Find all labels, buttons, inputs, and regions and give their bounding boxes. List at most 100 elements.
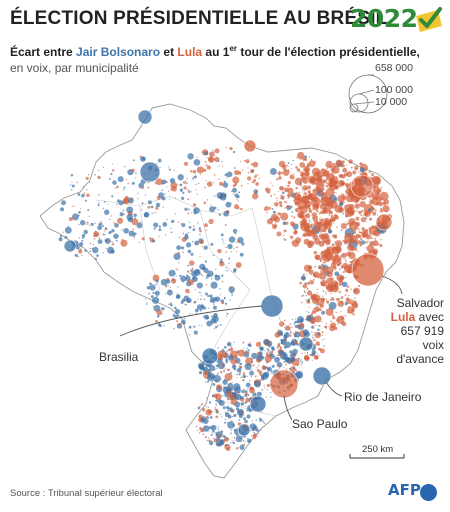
municipality-bubble (224, 302, 228, 305)
page-title: ÉLECTION PRÉSIDENTIELLE AU BRÉSIL (10, 8, 388, 29)
municipality-bubble (168, 289, 171, 292)
municipality-bubble (195, 183, 197, 186)
municipality-bubble (266, 389, 268, 391)
municipality-bubble (83, 192, 86, 194)
municipality-bubble (231, 190, 233, 193)
municipality-bubble (316, 210, 319, 213)
municipality-bubble (229, 299, 231, 301)
municipality-bubble (89, 250, 92, 253)
municipality-bubble (258, 370, 263, 374)
municipality-bubble (132, 159, 135, 162)
municipality-bubble (212, 410, 214, 413)
municipality-bubble (133, 235, 135, 238)
municipality-bubble (260, 429, 262, 431)
municipality-bubble (193, 330, 198, 335)
municipality-bubble (223, 210, 229, 217)
municipality-bubble (278, 190, 280, 192)
municipality-bubble (204, 409, 206, 411)
municipality-bubble (70, 184, 72, 186)
municipality-bubble (283, 237, 285, 240)
municipality-bubble (201, 416, 206, 421)
municipality-bubble (263, 206, 268, 211)
municipality-bubble (200, 298, 202, 300)
municipality-bubble (308, 222, 310, 224)
municipality-bubble (97, 169, 99, 172)
municipality-bubble (344, 201, 346, 203)
municipality-bubble (177, 221, 180, 223)
municipality-bubble (218, 165, 220, 167)
municipality-bubble (201, 324, 203, 327)
municipality-bubble (288, 361, 292, 364)
municipality-bubble (294, 320, 297, 324)
municipality-bubble (231, 416, 233, 418)
municipality-bubble (322, 192, 325, 194)
municipality-bubble (268, 349, 270, 352)
municipality-bubble (297, 364, 299, 366)
municipality-bubble (187, 231, 190, 234)
municipality-bubble (287, 184, 290, 188)
municipality-bubble (193, 159, 201, 166)
municipality-bubble (205, 277, 208, 280)
municipality-bubble (340, 230, 342, 232)
municipality-bubble (274, 332, 281, 338)
municipality-bubble (102, 233, 105, 236)
municipality-bubble (294, 340, 298, 345)
municipality-bubble (270, 396, 272, 398)
municipality-bubble (334, 252, 336, 254)
municipality-bubble (283, 187, 289, 193)
municipality-bubble (276, 231, 282, 237)
municipality-bubble (305, 183, 307, 185)
municipality-bubble (80, 208, 82, 210)
municipality-bubble (255, 182, 259, 186)
municipality-bubble (351, 264, 353, 266)
municipality-bubble (295, 186, 298, 190)
municipality-bubble (358, 210, 362, 215)
municipality-bubble (199, 405, 201, 407)
municipality-bubble (300, 358, 302, 361)
municipality-bubble (177, 184, 179, 186)
municipality-bubble (168, 303, 170, 306)
municipality-bubble (308, 224, 313, 229)
municipality-bubble (233, 204, 240, 210)
municipality-bubble (196, 282, 203, 289)
municipality-bubble (385, 207, 387, 209)
municipality-bubble (360, 238, 363, 241)
municipality-bubble (336, 319, 339, 322)
municipality-bubble (356, 164, 358, 167)
municipality-bubble (305, 230, 312, 237)
municipality-bubble (140, 221, 142, 223)
municipality-bubble (85, 223, 88, 225)
municipality-bubble (267, 206, 271, 210)
municipality-bubble (334, 165, 337, 168)
municipality-bubble (201, 305, 206, 310)
municipality-bubble (230, 429, 233, 431)
municipality-bubble (253, 178, 257, 182)
municipality-bubble (205, 377, 207, 379)
municipality-bubble (277, 356, 279, 359)
municipality-bubble (302, 294, 305, 296)
municipality-bubble (348, 200, 350, 202)
municipality-bubble (228, 262, 230, 265)
municipality-bubble (269, 391, 272, 394)
municipality-bubble (133, 213, 137, 217)
municipality-bubble (339, 268, 341, 271)
municipality-bubble (256, 391, 262, 397)
municipality-bubble (337, 171, 340, 173)
municipality-bubble (88, 224, 90, 226)
municipality-bubble (202, 433, 205, 436)
municipality-bubble (111, 241, 113, 243)
municipality-bubble (175, 295, 180, 299)
municipality-bubble (96, 254, 99, 257)
municipality-bubble (325, 182, 329, 185)
municipality-bubble (191, 211, 193, 214)
subtitle: Écart entre Jair Bolsonaro et Lula au 1e… (10, 41, 440, 76)
municipality-bubble (245, 350, 248, 353)
municipality-bubble (311, 320, 313, 322)
municipality-bubble (246, 409, 248, 412)
municipality-bubble (251, 420, 253, 422)
municipality-bubble (330, 297, 335, 301)
municipality-bubble (323, 188, 326, 190)
municipality-bubble (202, 410, 204, 412)
municipality-bubble (345, 170, 347, 173)
municipality-bubble (211, 426, 214, 428)
